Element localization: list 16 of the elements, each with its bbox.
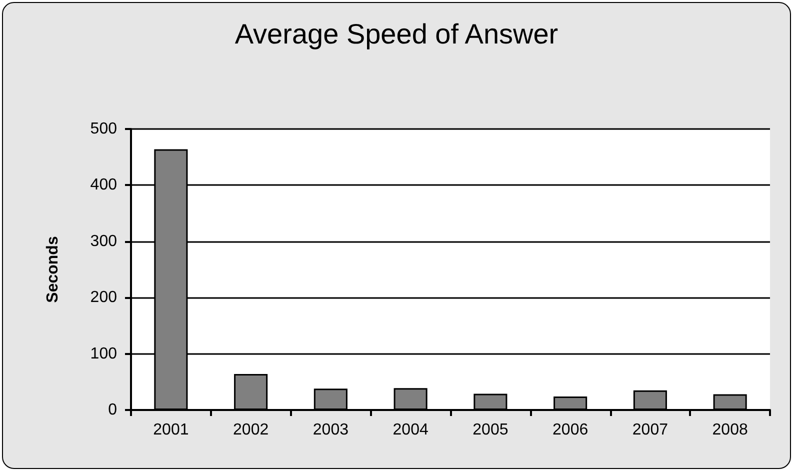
y-tick-label: 500 <box>90 120 118 138</box>
y-tick-label: 300 <box>90 232 118 250</box>
y-tick-label: 400 <box>90 176 118 194</box>
x-tick-label: 2004 <box>392 422 428 438</box>
x-tick-label: 2008 <box>712 422 748 438</box>
x-tick-label: 2006 <box>552 422 588 438</box>
y-tick-label: 100 <box>90 345 118 362</box>
chart-title: Average Speed of Answer <box>234 18 558 50</box>
x-tick-label: 2001 <box>153 422 189 438</box>
y-tick-label: 200 <box>90 289 118 306</box>
y-axis-title: Seconds <box>44 236 62 303</box>
x-tick-label: 2002 <box>233 422 269 438</box>
x-tick-label: 2007 <box>632 422 668 438</box>
x-tick-label: 2003 <box>312 422 349 438</box>
x-tick-label: 2005 <box>472 422 508 438</box>
y-tick-label: 0 <box>108 402 118 418</box>
